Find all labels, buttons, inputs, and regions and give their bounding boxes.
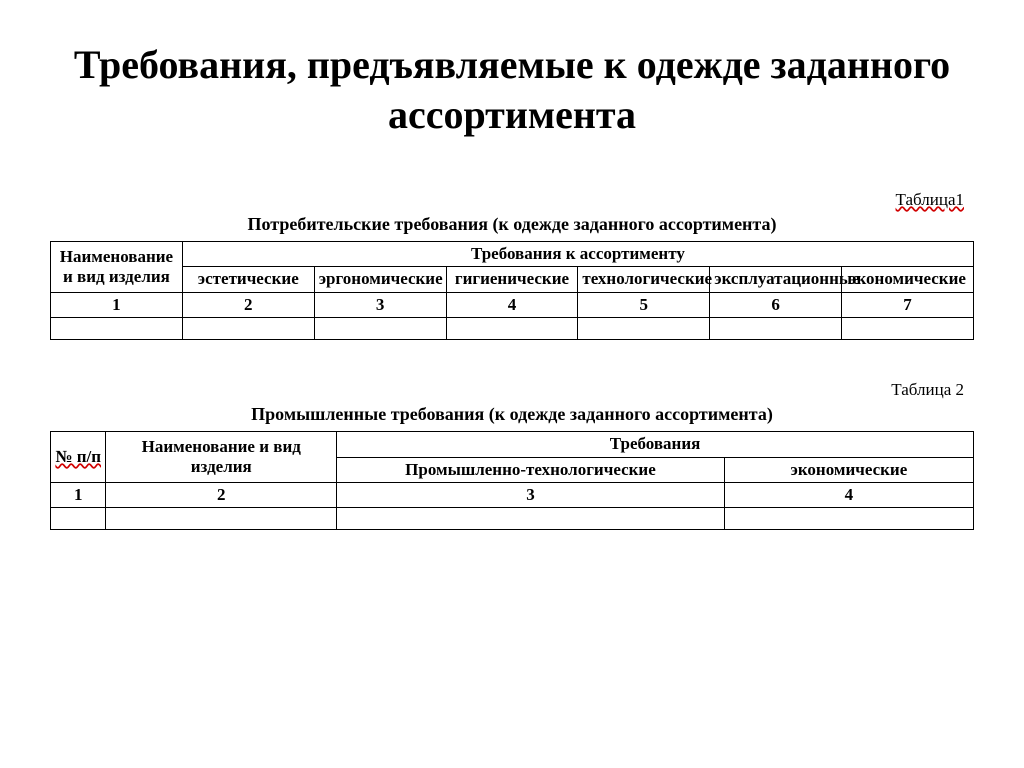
table2-num: 3 — [337, 482, 725, 507]
table2-cell — [51, 508, 106, 530]
table1-num: 7 — [842, 292, 974, 317]
table1-col1-header: Наименование и вид изделия — [51, 242, 183, 293]
table2-cell — [106, 508, 337, 530]
table1-subheader: гигиенические — [446, 267, 578, 292]
table1-cell — [51, 318, 183, 340]
table2-title: Промышленные требования (к одежде заданн… — [50, 404, 974, 425]
table2-cell — [724, 508, 973, 530]
table1: Наименование и вид изделия Требования к … — [50, 241, 974, 340]
table1-subheader: экономические — [842, 267, 974, 292]
table1-subheader: эргономические — [314, 267, 446, 292]
table1-cell — [842, 318, 974, 340]
table1-cell — [182, 318, 314, 340]
table1-title: Потребительские требования (к одежде зад… — [50, 214, 974, 235]
table2-col2-header: Наименование и вид изделия — [106, 432, 337, 483]
table1-num: 6 — [710, 292, 842, 317]
table1-num: 2 — [182, 292, 314, 317]
table2: № п/п Наименование и вид изделия Требова… — [50, 431, 974, 530]
table2-num: 4 — [724, 482, 973, 507]
table1-cell — [710, 318, 842, 340]
table1-num: 4 — [446, 292, 578, 317]
table1-subheader: эксплуатационные — [710, 267, 842, 292]
table2-group-header: Требования — [337, 432, 974, 457]
table1-subheader: технологические — [578, 267, 710, 292]
table1-block: Таблица1 Потребительские требования (к о… — [50, 190, 974, 340]
table2-subheader: Промышленно-технологические — [337, 457, 725, 482]
table2-num: 2 — [106, 482, 337, 507]
table2-cell — [337, 508, 725, 530]
table1-subheader: эстетические — [182, 267, 314, 292]
table2-col1-header: № п/п — [51, 432, 106, 483]
table2-block: Таблица 2 Промышленные требования (к оде… — [50, 380, 974, 530]
table1-group-header: Требования к ассортименту — [182, 242, 973, 267]
table2-label: Таблица 2 — [50, 380, 974, 400]
table2-subheader: экономические — [724, 457, 973, 482]
table1-num: 5 — [578, 292, 710, 317]
table2-num: 1 — [51, 482, 106, 507]
table1-cell — [446, 318, 578, 340]
table1-label: Таблица1 — [50, 190, 974, 210]
table1-num: 3 — [314, 292, 446, 317]
table1-cell — [578, 318, 710, 340]
table1-num: 1 — [51, 292, 183, 317]
page-title: Требования, предъявляемые к одежде задан… — [50, 40, 974, 140]
table1-cell — [314, 318, 446, 340]
